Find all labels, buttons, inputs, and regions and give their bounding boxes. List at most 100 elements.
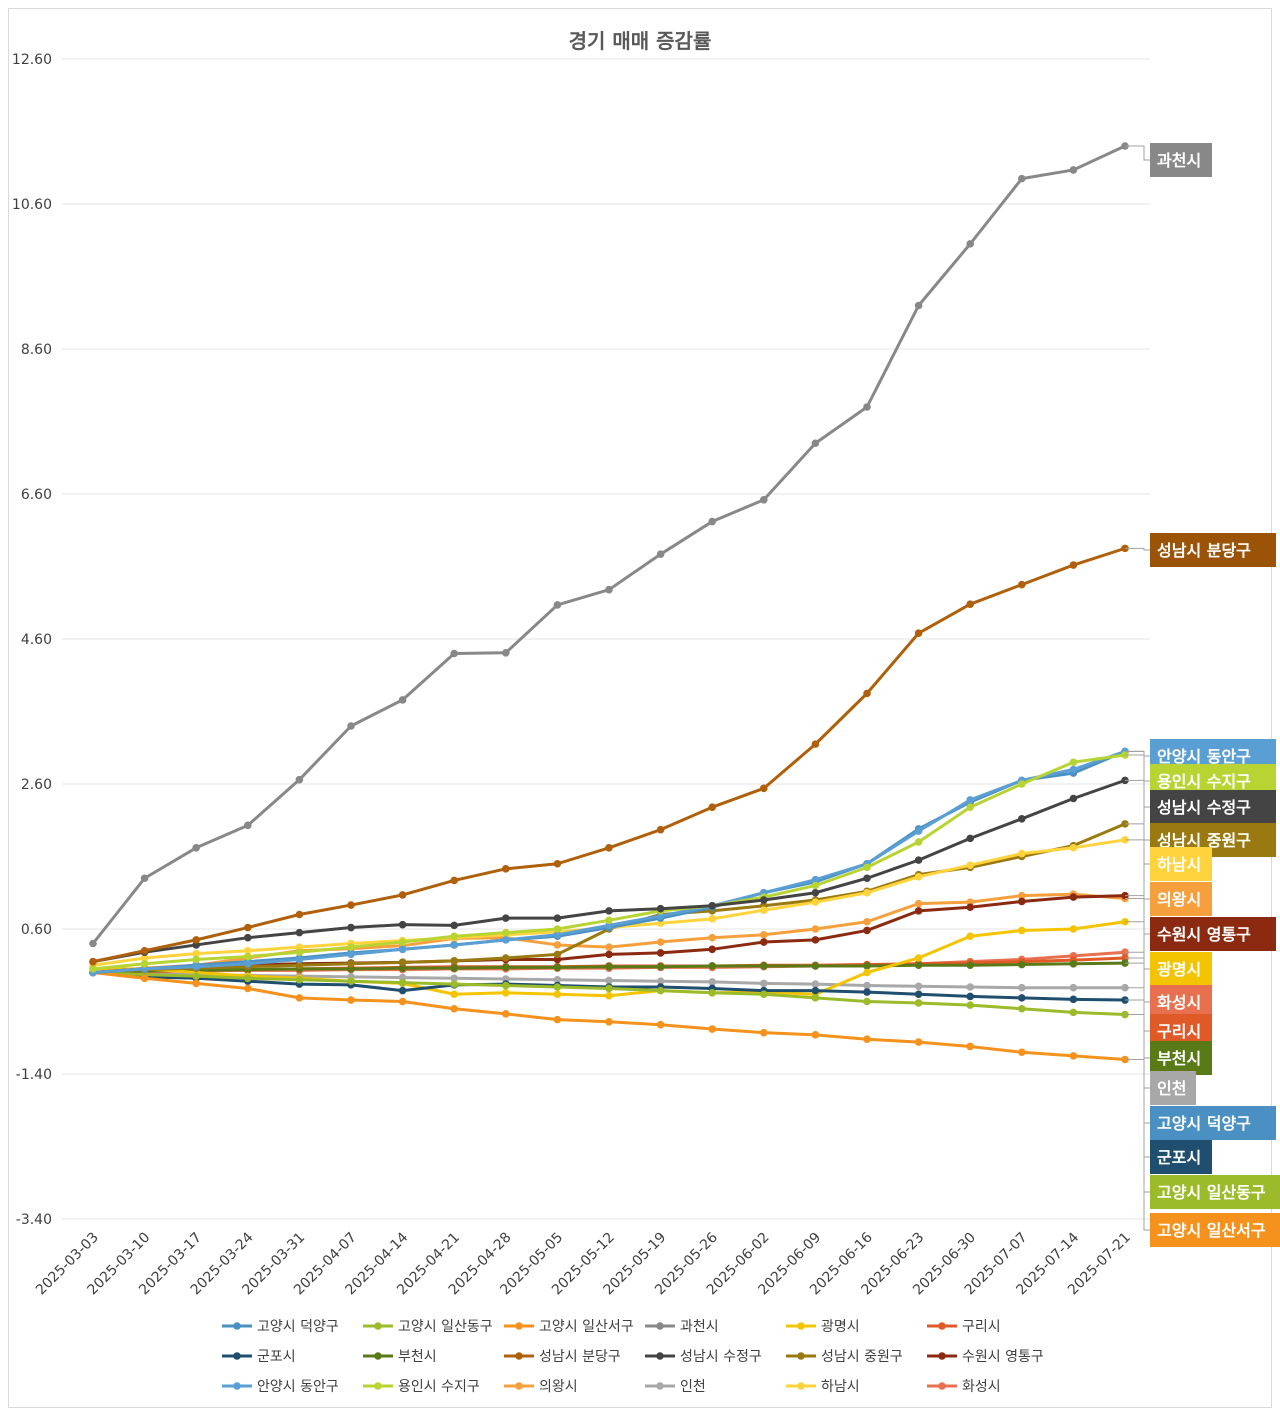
- grid-lines: [62, 58, 1150, 1220]
- data-point: [244, 960, 252, 968]
- end-label-box: [1150, 1071, 1196, 1105]
- data-point: [502, 648, 510, 657]
- y-tick-label: 4.60: [21, 632, 52, 648]
- end-label-text: 부천시: [1157, 1049, 1201, 1068]
- legend-marker: [374, 1352, 382, 1360]
- data-point: [1018, 849, 1026, 858]
- leader-line: [1125, 750, 1150, 1124]
- data-point: [760, 990, 768, 999]
- end-label-box: [1150, 917, 1276, 951]
- data-point: [1069, 166, 1078, 174]
- data-point: [863, 874, 871, 883]
- data-point: [450, 990, 459, 999]
- data-point: [863, 403, 871, 411]
- data-point: [502, 954, 510, 962]
- data-point: [450, 974, 459, 983]
- data-point: [811, 888, 820, 897]
- data-point: [863, 968, 871, 977]
- series-group: [89, 776, 1129, 966]
- data-point: [553, 1015, 562, 1024]
- data-point: [914, 1038, 923, 1046]
- legend-label: 의왕시: [539, 1379, 578, 1395]
- data-point: [966, 600, 974, 608]
- data-point: [966, 1042, 974, 1051]
- legend-marker: [656, 1352, 664, 1360]
- series-group: [89, 747, 1129, 977]
- legend-label: 고양시 일산동구: [398, 1319, 493, 1335]
- data-point: [966, 240, 974, 248]
- data-point: [553, 983, 562, 991]
- data-point: [1069, 794, 1078, 803]
- end-label-box: [1150, 1140, 1212, 1174]
- data-point: [553, 975, 562, 984]
- legend-marker: [374, 1382, 382, 1390]
- data-point: [811, 925, 820, 933]
- end-label-text: 구리시: [1157, 1022, 1201, 1041]
- y-tick-label: 0.60: [21, 922, 52, 938]
- data-point: [708, 517, 716, 526]
- chart-title: 경기 매매 증감률: [569, 29, 712, 53]
- data-point: [295, 975, 304, 984]
- data-point: [811, 936, 820, 944]
- series-group: [89, 142, 1129, 948]
- data-point: [914, 629, 923, 637]
- legend-label: 구리시: [962, 1319, 1001, 1335]
- data-point: [450, 1004, 459, 1013]
- data-point: [398, 978, 407, 987]
- legend-label: 성남시 수정구: [680, 1349, 762, 1365]
- data-point: [708, 978, 716, 986]
- legend-item: 군포시: [222, 1349, 296, 1365]
- legend-item: 부천시: [363, 1349, 437, 1365]
- leader-line: [1125, 999, 1150, 1158]
- data-point: [760, 979, 768, 988]
- data-point: [1069, 765, 1078, 774]
- data-point: [140, 960, 149, 968]
- data-point: [1069, 960, 1078, 968]
- data-point: [398, 938, 407, 946]
- data-point: [1018, 580, 1026, 589]
- data-point: [1018, 960, 1026, 969]
- data-point: [295, 955, 304, 964]
- legend-item: 고양시 덕양구: [222, 1319, 339, 1335]
- y-tick-label: 6.60: [21, 487, 52, 503]
- data-point: [760, 962, 768, 970]
- data-point: [553, 950, 562, 959]
- legend-item: 성남시 분당구: [504, 1349, 621, 1365]
- data-point: [811, 980, 820, 988]
- legend-item: 안양시 동안구: [222, 1379, 339, 1395]
- data-point: [760, 896, 768, 904]
- data-point: [450, 941, 459, 949]
- data-point: [966, 983, 974, 991]
- data-point: [295, 961, 304, 970]
- data-point: [347, 901, 355, 909]
- data-point: [708, 933, 716, 942]
- data-point: [966, 903, 974, 912]
- y-tick-label: 12.60: [12, 52, 52, 68]
- data-point: [708, 803, 716, 811]
- legend-label: 고양시 덕양구: [257, 1319, 339, 1335]
- legend-label: 안양시 동안구: [257, 1379, 339, 1395]
- data-point: [863, 863, 871, 872]
- leader-line: [1125, 754, 1150, 782]
- data-point: [708, 989, 716, 997]
- data-point: [450, 964, 459, 972]
- leader-line: [1125, 1014, 1150, 1193]
- y-tick-label: 10.60: [12, 197, 52, 213]
- legend-label: 성남시 중원구: [821, 1349, 903, 1365]
- end-label-text: 성남시 수정구: [1157, 798, 1251, 817]
- data-point: [966, 992, 974, 1001]
- data-point: [398, 986, 407, 995]
- data-point: [295, 775, 304, 784]
- y-axis: 12.60 10.60 8.60 6.60 4.60 2.60 0.60 -1.40 -3.40: [12, 52, 52, 1228]
- data-point: [502, 928, 510, 937]
- data-point: [347, 722, 355, 730]
- data-point: [914, 856, 923, 864]
- data-point: [914, 961, 923, 970]
- data-point: [244, 933, 252, 942]
- data-point: [863, 926, 871, 935]
- end-label-text: 화성시: [1157, 993, 1201, 1012]
- data-point: [1018, 983, 1026, 992]
- data-point: [553, 859, 562, 868]
- legend-item: 고양시 일산서구: [504, 1319, 634, 1335]
- data-point: [1018, 994, 1026, 1002]
